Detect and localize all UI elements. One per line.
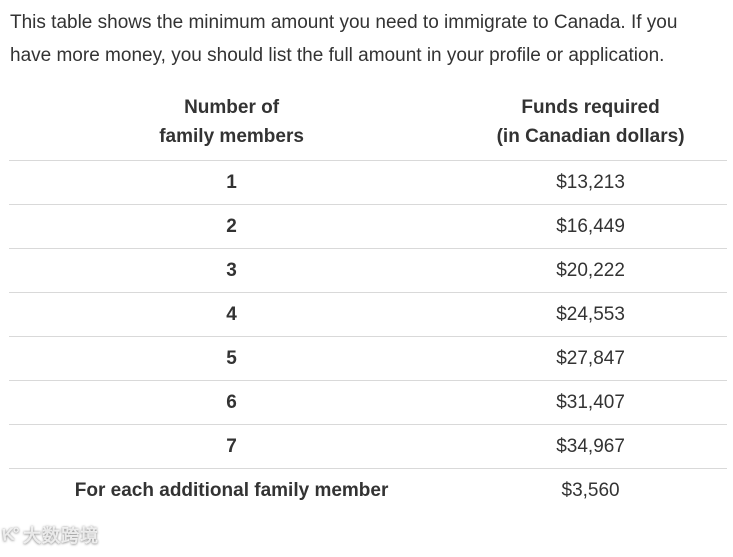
funds-cell: $16,449 xyxy=(454,204,727,249)
watermark: K° 大数跨境 xyxy=(1,522,100,548)
watermark-text: 大数跨境 xyxy=(23,526,100,546)
funds-cell: $3,560 xyxy=(561,479,620,501)
family-members-cell: 3 xyxy=(9,248,455,293)
table-row: 4 $24,553 xyxy=(9,292,727,337)
family-members-cell: 1 xyxy=(9,160,455,205)
family-members-cell: 7 xyxy=(9,424,455,469)
table-row: For each additional family member $3,560 xyxy=(9,469,727,513)
funds-cell: $34,967 xyxy=(454,424,727,469)
family-members-cell: 2 xyxy=(9,204,455,249)
table-row: 7 $34,967 xyxy=(9,424,727,469)
funds-cell: $20,222 xyxy=(454,248,727,293)
header-funds-required: Funds required (in Canadian dollars) xyxy=(454,89,727,161)
funds-cell: $27,847 xyxy=(454,336,727,381)
funds-cell: $24,553 xyxy=(454,292,727,337)
table-header-row: Number of family members Funds required … xyxy=(9,89,727,161)
table-row: 1 $13,213 xyxy=(9,160,727,205)
table-row: 3 $20,222 xyxy=(9,248,727,293)
family-members-cell: For each additional family member xyxy=(74,479,389,501)
table-row: 2 $16,449 xyxy=(9,204,727,249)
table-row: 6 $31,407 xyxy=(9,380,727,425)
family-members-cell: 4 xyxy=(9,292,455,337)
table-row: 5 $27,847 xyxy=(9,336,727,381)
header-family-members: Number of family members xyxy=(9,89,455,161)
family-members-cell: 6 xyxy=(9,380,455,425)
intro-text: This table shows the minimum amount you … xyxy=(10,12,678,66)
funds-cell: $13,213 xyxy=(454,160,727,205)
funds-cell: $31,407 xyxy=(454,380,727,425)
funds-table: Number of family members Funds required … xyxy=(9,89,727,513)
family-members-cell: 5 xyxy=(9,336,455,381)
page: This table shows the minimum amount you … xyxy=(0,6,733,557)
watermark-logo-icon: K° xyxy=(1,524,20,545)
